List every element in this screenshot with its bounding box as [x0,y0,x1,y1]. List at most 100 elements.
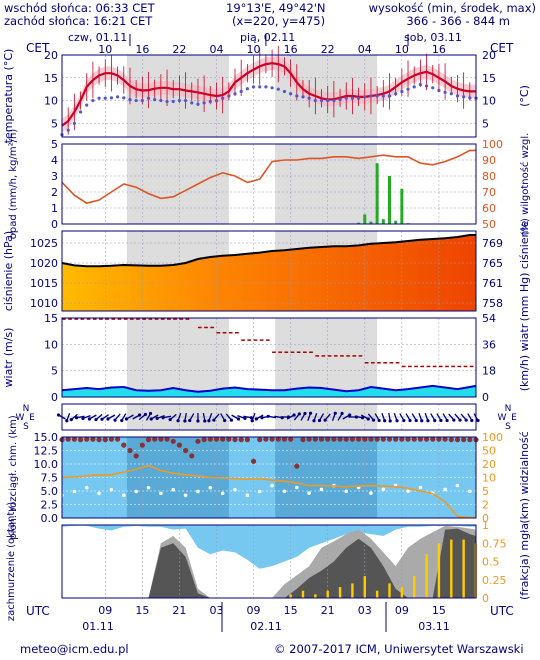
fog-ytick-1: 0.25 [482,574,507,587]
dew-point-dot-4 [85,103,89,107]
cloud-top-dot-55 [399,436,405,442]
bottom-date-1: 02.11 [250,620,282,633]
top-hour-1: 16 [135,43,149,56]
cloud-base-dot-12 [134,489,138,494]
clouds-ytick-5: 12.5 [34,445,59,458]
dew-point-dot-20 [183,98,188,103]
wind-arrow-head-1 [65,419,69,423]
wind-arrow-head-16 [155,416,159,420]
bottom-hour-1: 15 [135,604,149,617]
cloud-base-dot-56 [406,489,410,494]
precip-bar-4 [381,219,385,224]
precipitation_humidity-night-band-0 [126,144,229,224]
dew-point-dot-12 [134,98,138,103]
cloud-top-dot-28 [232,437,238,443]
contact-email[interactable]: meteo@icm.edu.pl [20,642,129,656]
cloud-base-dot-28 [233,487,237,492]
cloud-top-dot-22 [195,438,201,444]
wind-arrow-head-25 [212,418,216,422]
wind-arrow-head-53 [388,419,392,423]
wind-ylabel-right: (km/h) wiatr [518,323,531,391]
wind-arrow-head-5 [87,417,92,421]
wind-arrow-head-33 [260,416,264,420]
cloud-top-dot-27 [226,436,232,442]
temp-ytick-right-3: 20 [482,49,496,62]
cloud-base-dot-8 [109,487,114,492]
pressure-ytick-right-0: 758 [482,297,503,310]
cloud-base-dot-10 [121,493,126,498]
top-hour-2: 22 [172,43,186,56]
bottom-hour-9: 15 [432,604,446,617]
grid-point-text: (x=220, y=475) [232,14,326,28]
precipitation_humidity-frame [61,143,477,225]
humidity-ytick-3: 80 [482,170,496,183]
dew-point-dot-28 [233,92,237,96]
humidity-line [61,149,476,205]
wind-arrow-head-31 [250,419,254,423]
cloud-top-dot-65 [461,437,467,443]
humidity-ytick-1: 60 [482,202,496,215]
fog-ytick-4: 1 [482,519,489,532]
dew-point-dot-53 [387,94,392,98]
altitude-label: wysokość (min, środek, max) [368,1,536,15]
precip-bar-0 [357,222,361,224]
precip-ytick-0: 0 [51,218,58,231]
bottom-tz-left: UTC [26,604,50,618]
wind-arrow-head-37 [292,413,296,417]
cloud-top-dot-54 [393,436,399,442]
wind-arrow-head-21 [188,418,192,423]
wind-arrow-head-38 [297,412,301,416]
visibility-ytick-4: 20 [482,458,496,471]
dew-point-dot-61 [437,88,441,93]
temp-ytick-left-0: 5 [51,117,58,130]
dew-point-dot-24 [208,99,212,104]
cloud-top-dot-51 [374,436,380,442]
cloud-base-dot-66 [468,489,472,494]
wind-arrow-head-30 [249,416,253,420]
pressure-line [61,234,476,268]
dew-point-dot-19 [177,98,182,103]
fog-bar-12 [437,543,441,598]
wind-arrow-head-17 [161,416,165,420]
compass-left-s: S [23,422,29,432]
dew-point-dot-22 [196,102,200,106]
dew-point-dot-7 [103,96,107,100]
wind-arrow-head-40 [308,411,313,415]
cloud-top-dot-66 [467,437,473,443]
wind-bg [62,318,476,397]
cloud-top-dot-20 [182,447,189,454]
visibility-ytick-6: 100 [482,431,503,444]
cloud-top-dot-1 [65,436,71,442]
temperature-frame [61,54,477,138]
compass-right-s: S [505,422,511,432]
humidity-ytick-0: 50 [482,218,496,231]
bottom-hour-4: 09 [247,604,261,617]
wind-arrow-head-50 [371,418,376,422]
dew-point-dot-51 [375,94,379,98]
wind-arrow-head-56 [408,418,412,423]
cloud-top-dot-46 [343,436,349,442]
cloud-top-dot-5 [90,436,96,442]
clouds-ytick-1: 2.5 [41,499,59,512]
cloud-top-dot-13 [139,442,145,448]
fog-ytick-0: 0 [482,592,489,605]
wind-arrow-head-54 [395,419,399,423]
cloud-top-dot-10 [121,442,127,448]
dew-point-dot-52 [381,94,385,98]
bottom-hour-7: 03 [358,604,372,617]
bottom-date-2: 03.11 [418,620,450,633]
temp-ytick-left-2: 15 [44,72,58,85]
wind-arrow-head-7 [100,417,104,421]
wind-arrow-head-18 [168,417,172,422]
precip-ytick-3: 3 [51,170,58,183]
bottom-date-0: 01.11 [82,620,114,633]
dew-point-dot-54 [394,92,398,96]
cloud-top-dot-36 [281,436,288,442]
precip-bar-1 [363,214,367,224]
cloud-top-dot-21 [189,453,195,459]
cloud-top-dot-45 [337,436,343,442]
cloud-base-dot-58 [418,485,423,490]
wind-frame [61,317,477,398]
compass-left-e: E [29,413,35,423]
cloud-top-dot-59 [423,436,430,442]
